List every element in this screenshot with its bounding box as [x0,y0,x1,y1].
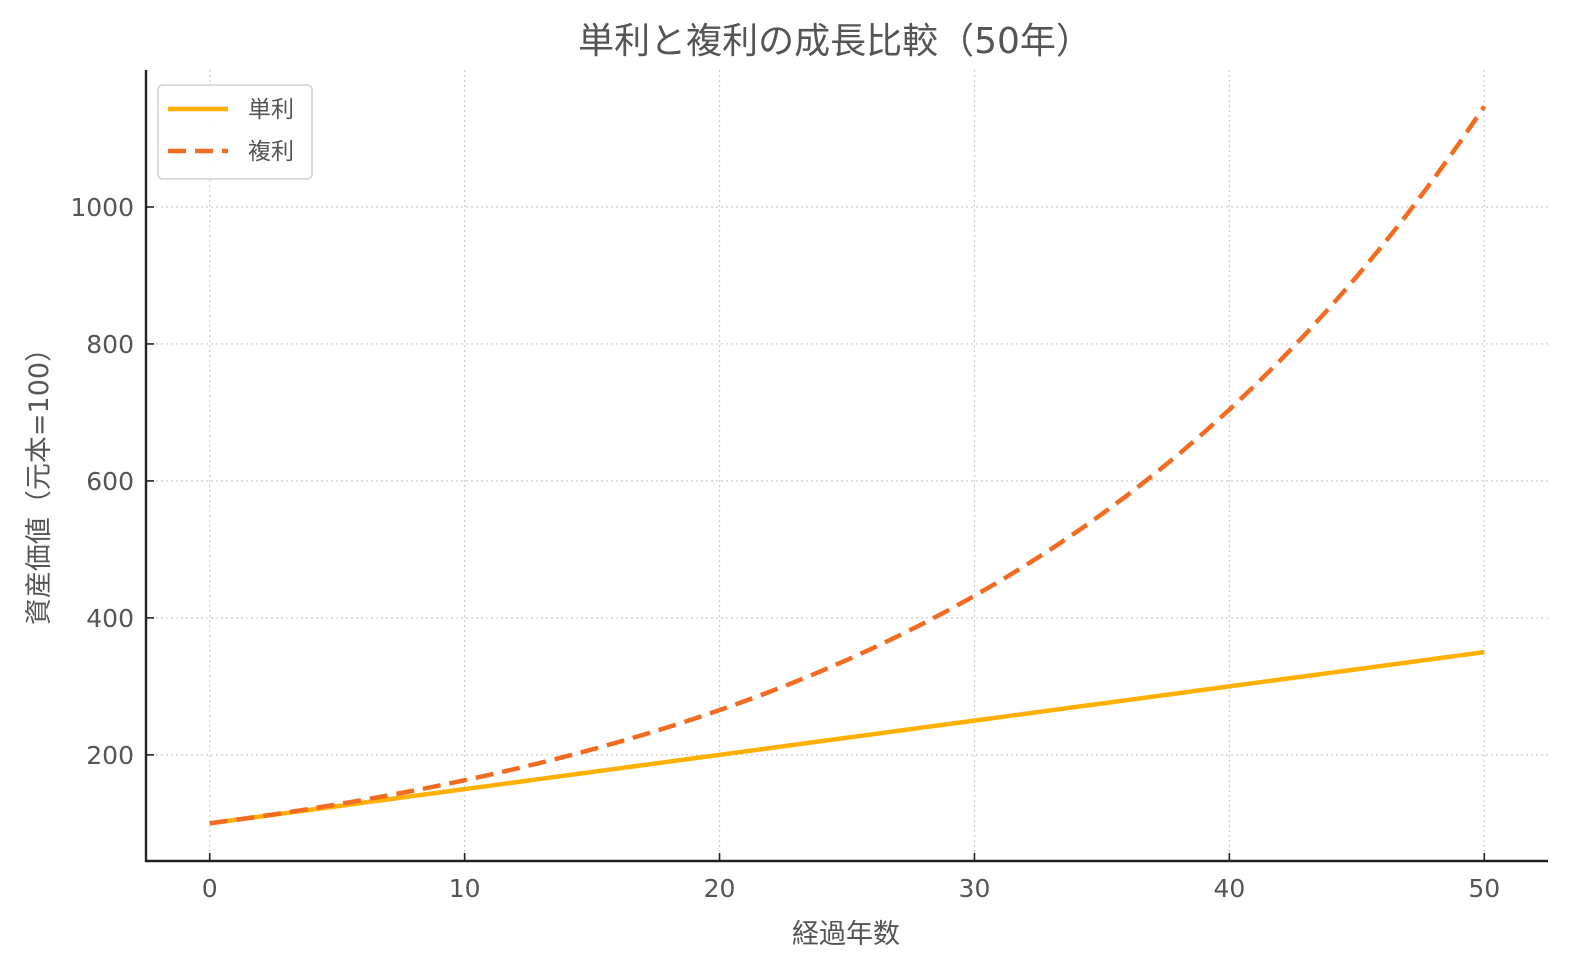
grid-lines [146,70,1548,861]
x-axis-label: 経過年数 [792,919,900,950]
y-tick-label: 200 [86,741,134,770]
series-compound-interest [209,105,1487,826]
legend-label-simple: 単利 [248,97,294,123]
plot-series [209,105,1487,826]
series-simple-interest [209,649,1485,826]
tick-labels: 0 10 20 30 40 50 200 400 600 800 1000 [70,193,1500,903]
x-tick-label: 0 [202,874,218,903]
y-tick-label: 800 [86,330,134,359]
y-tick-label: 400 [86,604,134,633]
y-tick-label: 600 [86,467,134,496]
y-tick-label: 1000 [70,193,134,222]
legend-label-compound: 複利 [248,139,294,165]
x-tick-label: 30 [959,874,991,903]
legend: 単利 複利 [157,84,313,180]
x-tick-label: 40 [1213,874,1245,903]
x-tick-label: 10 [449,874,481,903]
x-tick-label: 50 [1468,874,1500,903]
chart-title: 単利と複利の成長比較（50年） [578,21,1092,62]
y-axis-label: 資産価値（元本=100） [24,335,55,625]
x-tick-label: 20 [704,874,736,903]
axes [144,70,1548,863]
